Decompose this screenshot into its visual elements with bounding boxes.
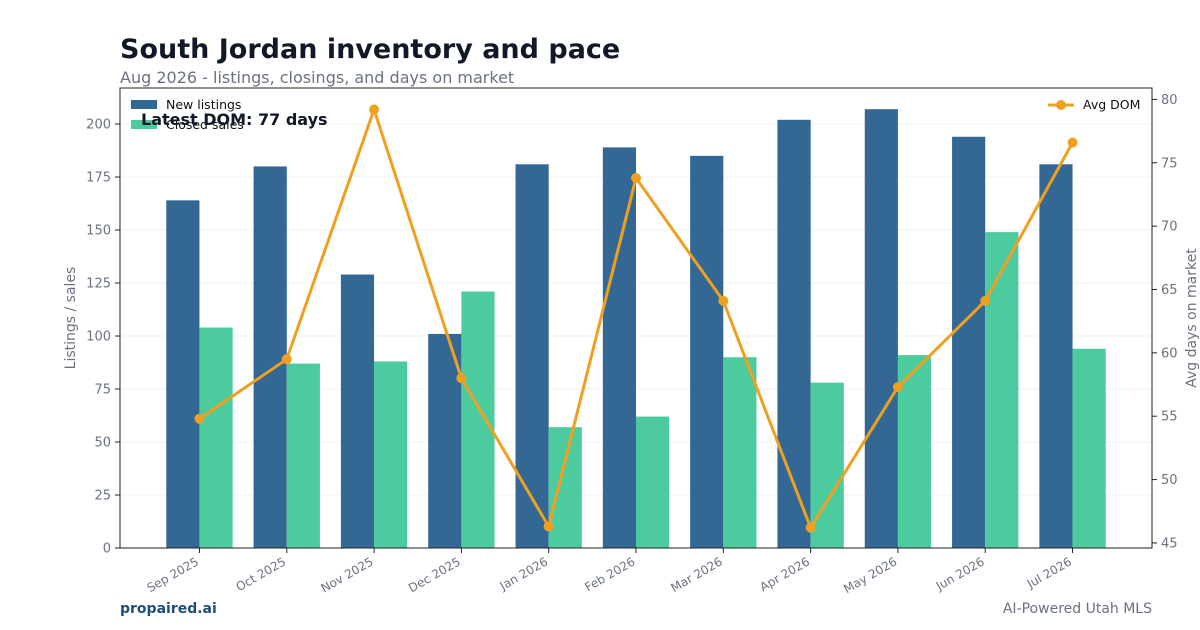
bar-closed-sales: [286, 363, 320, 548]
y2-tick-label: 80: [1161, 93, 1178, 108]
bar-closed-sales: [1072, 348, 1106, 548]
avg-dom-point: [543, 521, 554, 532]
y-tick-label: 0: [103, 542, 111, 557]
bar-new-listings: [777, 119, 811, 548]
x-tick-label: Dec 2025: [406, 554, 463, 595]
y-tick-label: 25: [94, 489, 111, 504]
y-tick-label: 100: [86, 330, 111, 345]
x-tick-label: Apr 2026: [757, 554, 812, 594]
tagline: AI-Powered Utah MLS: [1002, 601, 1152, 617]
bar-new-listings: [602, 147, 636, 548]
x-tick-label: Jan 2026: [497, 554, 551, 593]
x-tick-label: Feb 2026: [582, 554, 637, 594]
y-tick-label: 125: [86, 277, 111, 292]
avg-dom-point: [980, 295, 991, 306]
chart-subtitle: Aug 2026 - listings, closings, and days …: [120, 68, 515, 87]
brand-logo-text: propaired.ai: [120, 601, 217, 617]
bar-closed-sales: [374, 361, 408, 548]
legend-swatch-new-listings: [131, 100, 157, 109]
y2-tick-label: 75: [1161, 156, 1178, 171]
y2-tick-label: 55: [1161, 410, 1178, 425]
bar-new-listings: [1039, 164, 1073, 549]
avg-dom-point: [1067, 137, 1078, 148]
x-tick-label: Nov 2025: [319, 554, 376, 595]
x-tick-label: Oct 2025: [234, 554, 289, 594]
avg-dom-point: [281, 354, 292, 365]
bar-new-listings: [340, 274, 375, 548]
bar-new-listings: [515, 164, 549, 549]
x-tick-label: Jul 2026: [1024, 554, 1074, 591]
y-tick-label: 75: [94, 383, 111, 398]
bar-closed-sales: [723, 357, 757, 548]
bar-closed-sales: [548, 427, 582, 548]
y-tick-label: 150: [86, 224, 111, 239]
y2-tick-label: 65: [1161, 283, 1178, 298]
bar-new-listings: [690, 155, 724, 548]
x-tick-label: Sep 2025: [145, 554, 201, 595]
y2-axis-title: Avg days on market: [1184, 248, 1200, 388]
bar-closed-sales: [636, 416, 670, 548]
bar-new-listings: [864, 109, 898, 549]
bar-new-listings: [253, 166, 287, 549]
x-tick-label: Mar 2026: [668, 554, 724, 595]
y2-tick-label: 45: [1161, 536, 1178, 551]
x-tick-label: May 2026: [841, 554, 899, 596]
y2-tick-label: 60: [1161, 346, 1178, 361]
legend-label-avg-dom: Avg DOM: [1083, 97, 1140, 112]
latest-dom-annotation: Latest DOM: 77 days: [141, 110, 328, 129]
avg-dom-point: [369, 104, 380, 115]
avg-dom-point: [631, 172, 641, 183]
x-tick-label: Jun 2026: [933, 554, 987, 593]
legend-marker-avg-dom: [1056, 100, 1066, 110]
avg-dom-point: [718, 295, 729, 306]
avg-dom-point: [805, 522, 816, 533]
avg-dom-point: [892, 382, 903, 393]
bar-closed-sales: [199, 327, 233, 548]
avg-dom-point: [194, 413, 205, 424]
y-tick-label: 175: [86, 171, 111, 186]
y2-tick-label: 50: [1161, 473, 1178, 488]
y-axis-title: Listings / sales: [63, 267, 79, 370]
bar-closed-sales: [461, 291, 495, 548]
bar-closed-sales: [985, 232, 1019, 548]
chart-title: South Jordan inventory and pace: [120, 34, 621, 65]
y2-tick-label: 70: [1161, 220, 1178, 235]
bar-new-listings: [952, 136, 986, 548]
y-tick-label: 200: [86, 118, 111, 133]
bar-new-listings: [166, 200, 200, 549]
legend-label-closed-sales: Closed sales: [166, 117, 244, 132]
legend-swatch-closed-sales: [131, 120, 157, 129]
legend-label-new-listings: New listings: [166, 97, 241, 112]
avg-dom-point: [456, 373, 467, 384]
bar-closed-sales: [810, 382, 844, 548]
y-tick-label: 50: [94, 436, 111, 451]
bar-new-listings: [428, 333, 462, 548]
bar-closed-sales: [897, 355, 932, 548]
